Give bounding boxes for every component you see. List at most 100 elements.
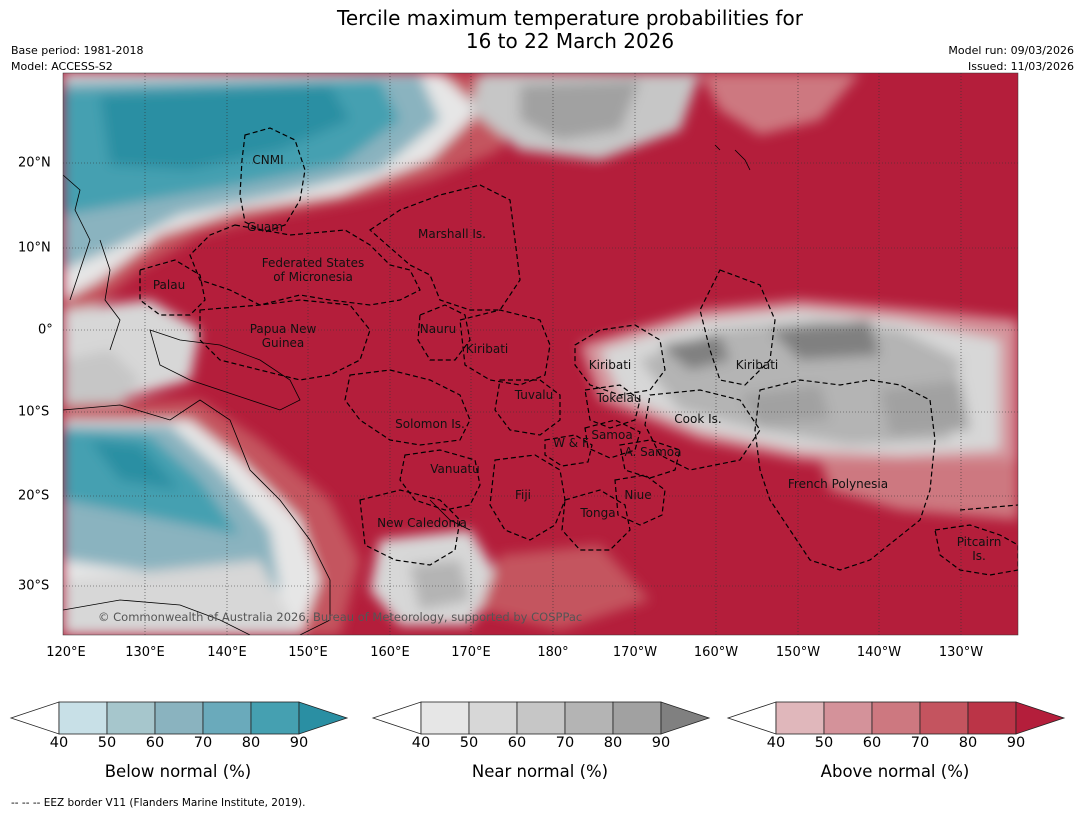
lon-label-170w: 170°W <box>612 645 658 660</box>
model-name: Model: ACCESS-S2 <box>11 60 113 73</box>
colorbar-above-tick: 80 <box>958 735 978 751</box>
colorbar-near-segment <box>468 701 518 735</box>
colorbar-near-segment <box>516 701 566 735</box>
colorbar-label-near: Near normal (%) <box>471 762 609 781</box>
lat-label-20n: 20°N <box>18 155 51 171</box>
meta-right: Model run: 09/03/2026 Issued: 11/03/2026 <box>948 43 1074 75</box>
region-label-kiribati-east: Kiribati <box>735 358 779 372</box>
lon-label-180: 180° <box>537 645 569 660</box>
colorbar-below-tick: 50 <box>97 735 117 751</box>
colorbar-above-min-arrow <box>726 701 777 735</box>
model-run: Model run: 09/03/2026 <box>948 44 1074 57</box>
colorbar-near-tick: 90 <box>651 735 671 751</box>
eez-borders <box>139 127 1018 576</box>
colorbar-above-segment <box>823 701 873 735</box>
region-label-american-samoa: A. Samoa <box>624 445 682 459</box>
colorbar-below-segment <box>250 701 300 735</box>
lon-label-140w: 140°W <box>856 645 902 660</box>
region-label-nauru: Nauru <box>419 322 457 336</box>
colorbar-below-tick: 70 <box>193 735 213 751</box>
colorbar-above-segment <box>775 701 825 735</box>
colorbar-near-tick: 60 <box>507 735 527 751</box>
probability-field <box>63 73 1018 635</box>
region-label-pitcairn: Pitcairn Is. <box>956 535 1002 563</box>
colorbar-above-segment <box>871 701 921 735</box>
colorbar-above-segment <box>967 701 1017 735</box>
copyright-notice: © Commonwealth of Australia 2026, Bureau… <box>98 610 583 624</box>
region-label-french-polynesia: French Polynesia <box>787 477 889 491</box>
colorbar-above-tick: 90 <box>1006 735 1026 751</box>
lat-label-20s: 20°S <box>18 488 50 504</box>
colorbar-label-above: Above normal (%) <box>820 762 970 781</box>
colorbars <box>9 701 1066 735</box>
region-label-kiribati-west: Kiribati <box>465 342 509 356</box>
region-label-vanuatu: Vanuatu <box>430 462 480 476</box>
colorbar-below-min-arrow <box>9 701 60 735</box>
colorbar-above-tick: 40 <box>766 735 786 751</box>
region-label-solomon: Solomon Is. <box>395 417 465 431</box>
colorbar-below-max-arrow <box>298 701 349 735</box>
colorbar-above-tick: 60 <box>862 735 882 751</box>
colorbar-near-tick: 50 <box>459 735 479 751</box>
coastlines <box>63 144 751 635</box>
colorbar-near-segment <box>420 701 470 735</box>
title-line-1: Tercile maximum temperature probabilitie… <box>337 6 803 30</box>
colorbar-below-tick: 40 <box>49 735 69 751</box>
colorbar-near-segment <box>612 701 662 735</box>
lat-label-0: 0° <box>38 322 53 338</box>
region-label-wallis-futuna: W & F <box>553 436 589 450</box>
colorbar-below-segment <box>106 701 156 735</box>
lat-label-30s: 30°S <box>18 578 50 594</box>
colorbar-above-max-arrow <box>1015 701 1066 735</box>
lon-label-160e: 160°E <box>370 645 410 660</box>
lon-label-150e: 150°E <box>288 645 328 660</box>
region-label-fsm: Federated States of Micronesia <box>261 256 365 284</box>
region-label-guam: Guam <box>247 220 283 234</box>
region-label-tokelau: Tokelau <box>596 391 642 405</box>
colorbar-near-min-arrow <box>371 701 422 735</box>
colorbar-below-segment <box>202 701 252 735</box>
issued-date: Issued: 11/03/2026 <box>967 60 1074 73</box>
base-period: Base period: 1981-2018 <box>11 44 144 57</box>
region-label-cnmi: CNMI <box>252 153 284 167</box>
region-label-kiribati-central: Kiribati <box>588 358 632 372</box>
lon-label-130w: 130°W <box>938 645 984 660</box>
region-label-niue: Niue <box>624 488 652 502</box>
region-label-tuvalu: Tuvalu <box>514 388 554 402</box>
lon-label-170e: 170°E <box>451 645 491 660</box>
lon-label-120e: 120°E <box>46 645 86 660</box>
lon-label-150w: 150°W <box>775 645 821 660</box>
lon-label-140e: 140°E <box>207 645 247 660</box>
colorbar-below-tick: 60 <box>145 735 165 751</box>
region-label-png: Papua New Guinea <box>249 322 317 350</box>
colorbar-near-tick: 80 <box>603 735 623 751</box>
shading-layers <box>63 73 1018 635</box>
lat-label-10n: 10°N <box>18 240 51 256</box>
colorbar-near-segment <box>564 701 614 735</box>
colorbar-near-tick: 40 <box>411 735 431 751</box>
region-label-new-caledonia: New Caledonia <box>377 516 467 530</box>
colorbar-above-tick: 50 <box>814 735 834 751</box>
region-label-marshall: Marshall Is. <box>418 227 486 241</box>
colorbar-below-tick: 80 <box>241 735 261 751</box>
map-title: Tercile maximum temperature probabilitie… <box>0 7 1085 53</box>
colorbar-near-tick: 70 <box>555 735 575 751</box>
title-line-2: 16 to 22 March 2026 <box>465 29 675 53</box>
region-label-tonga: Tonga <box>580 506 616 520</box>
colorbar-below-tick: 90 <box>289 735 309 751</box>
colorbar-below-segment <box>154 701 204 735</box>
colorbar-above-segment <box>919 701 969 735</box>
region-label-samoa: Samoa <box>591 428 633 442</box>
lon-label-160w: 160°W <box>693 645 739 660</box>
region-label-cook: Cook Is. <box>674 412 722 426</box>
region-label-palau: Palau <box>152 278 186 292</box>
graticule <box>63 73 1018 635</box>
meta-left: Base period: 1981-2018 Model: ACCESS-S2 <box>11 43 143 75</box>
lat-label-10s: 10°S <box>18 404 50 420</box>
footnote: -- -- -- EEZ border V11 (Flanders Marine… <box>11 797 306 809</box>
colorbar-label-below: Below normal (%) <box>104 762 252 781</box>
colorbar-near-max-arrow <box>660 701 711 735</box>
region-label-fiji: Fiji <box>514 488 532 502</box>
map-frame <box>62 72 1019 636</box>
